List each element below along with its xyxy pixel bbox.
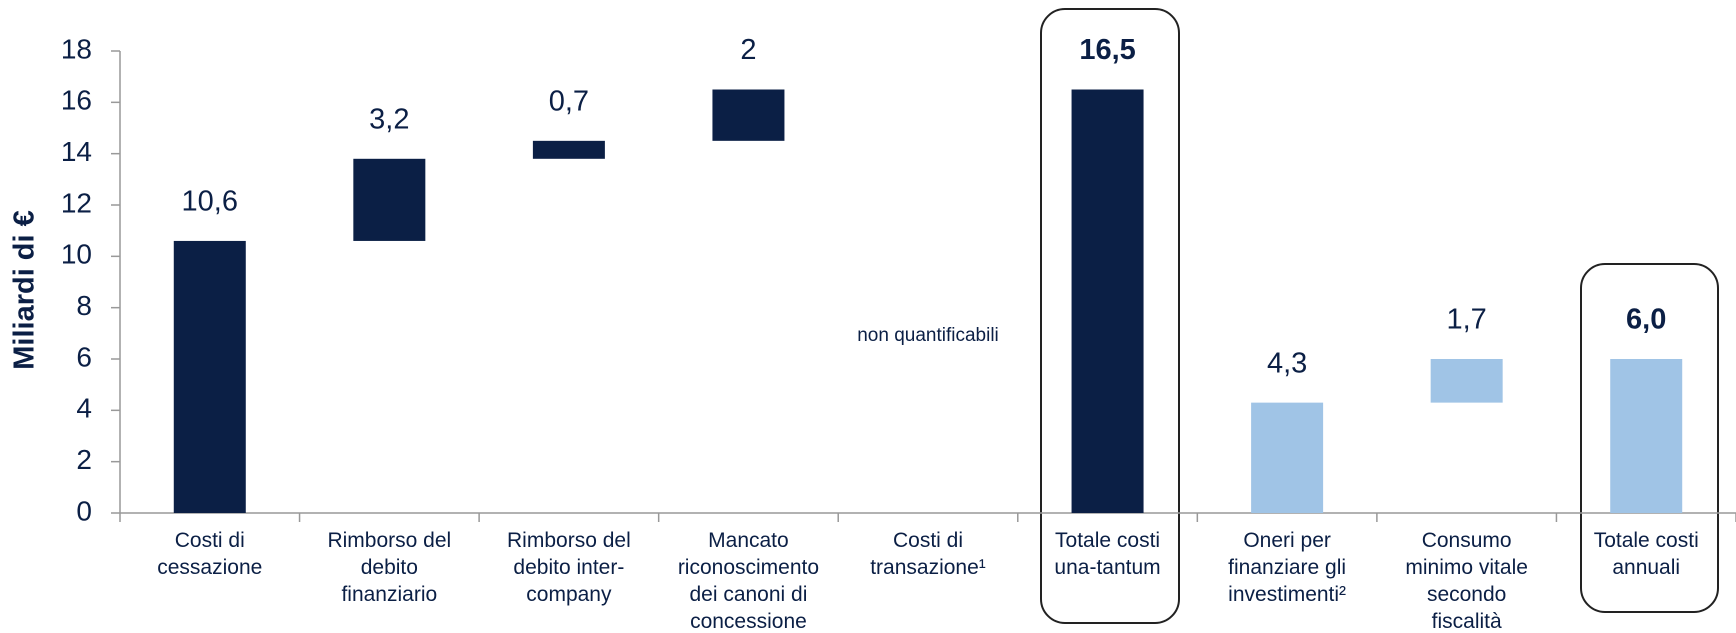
data-label: 2 — [740, 34, 756, 66]
data-label: 1,7 — [1447, 304, 1487, 336]
bar — [712, 89, 785, 141]
x-tick-label: Oneri per finanziare gli investimenti² — [1228, 529, 1347, 606]
data-label: 10,6 — [182, 186, 238, 218]
y-tick-label: 16 — [61, 85, 92, 116]
x-tick-label: Rimborso del debito finanziario — [327, 529, 452, 606]
y-tick-label: 12 — [61, 187, 92, 218]
x-tick-label: Mancato riconoscimento dei canoni di con… — [677, 529, 820, 633]
y-axis-title: Miliardi di € — [9, 210, 41, 370]
y-tick-label: 4 — [76, 393, 92, 424]
data-label: 4,3 — [1267, 347, 1307, 379]
y-tick-label: 14 — [61, 136, 92, 167]
bar — [1071, 89, 1144, 513]
data-label: 16,5 — [1079, 34, 1135, 66]
bar — [1610, 359, 1683, 513]
bar — [1251, 402, 1324, 513]
x-tick-label: Totale costi annuali — [1593, 529, 1699, 579]
y-tick-label: 2 — [76, 444, 92, 475]
y-tick-label: 10 — [61, 239, 92, 270]
y-tick-label: 8 — [76, 290, 92, 321]
x-tick-label: Totale costi una-tantum — [1054, 529, 1161, 579]
y-tick-label: 18 — [61, 33, 92, 64]
data-label: 0,7 — [549, 85, 589, 117]
total-highlight — [1580, 263, 1719, 613]
y-tick-label: 6 — [76, 341, 92, 372]
data-label: 6,0 — [1626, 304, 1666, 336]
total-highlight — [1040, 8, 1180, 624]
x-tick-label: Rimborso del debito inter-company — [507, 529, 631, 606]
data-label: 3,2 — [369, 103, 409, 135]
y-tick-label: 0 — [76, 495, 92, 526]
annotation: non quantificabili — [857, 325, 999, 346]
bar — [1430, 359, 1503, 403]
bar — [532, 140, 605, 159]
bar — [353, 158, 426, 241]
x-tick-label: Costi di cessazione — [157, 529, 263, 579]
bar — [173, 240, 246, 513]
x-tick-label: Consumo minimo vitale secondo fiscalità … — [1405, 529, 1528, 633]
x-tick-label: Costi di transazione¹ — [870, 529, 986, 579]
